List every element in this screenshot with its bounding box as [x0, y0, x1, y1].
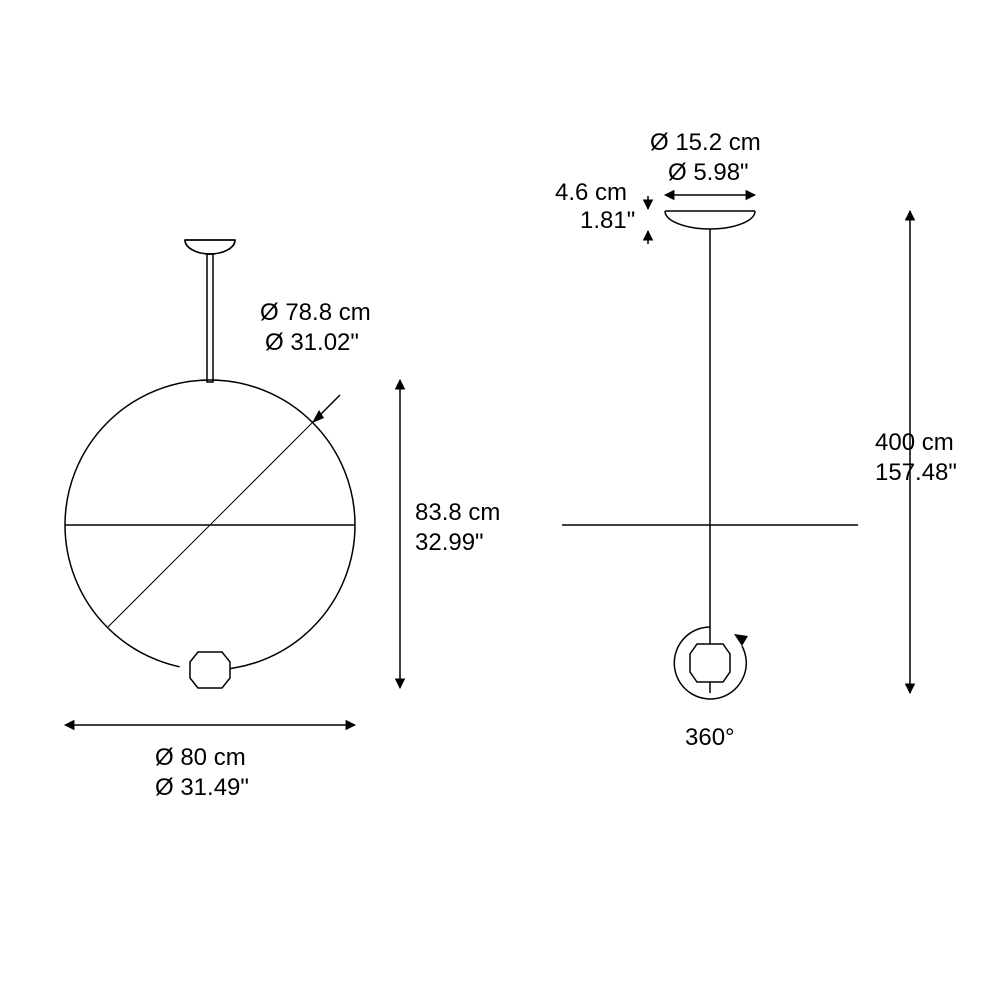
- label-rotation: 360°: [685, 724, 735, 751]
- label-inner-dia-in: Ø 31.02": [265, 329, 359, 356]
- label-cap-dia-cm: Ø 15.2 cm: [650, 129, 761, 156]
- label-total-h-in: 157.48": [875, 459, 957, 486]
- front-ceiling-cap: [185, 240, 235, 254]
- label-outer-dia-cm: Ø 80 cm: [155, 744, 246, 771]
- label-height-in: 32.99": [415, 529, 484, 556]
- label-inner-dia-cm: Ø 78.8 cm: [260, 299, 371, 326]
- side-lamp: [690, 644, 730, 682]
- label-total-h-cm: 400 cm: [875, 429, 954, 456]
- front-lamp-shape: [190, 652, 230, 688]
- side-view: Ø 15.2 cm Ø 5.98" 4.6 cm 1.81" 360° 400 …: [555, 129, 957, 751]
- label-cap-h-in: 1.81": [580, 207, 635, 234]
- label-cap-dia-in: Ø 5.98": [668, 159, 749, 186]
- label-outer-dia-in: Ø 31.49": [155, 774, 249, 801]
- label-cap-h-cm: 4.6 cm: [555, 179, 627, 206]
- front-stem: [207, 254, 213, 382]
- front-view: Ø 78.8 cm Ø 31.02" 83.8 cm 32.99" Ø 80 c…: [65, 240, 500, 801]
- label-height-cm: 83.8 cm: [415, 499, 500, 526]
- technical-drawing-svg: Ø 78.8 cm Ø 31.02" 83.8 cm 32.99" Ø 80 c…: [0, 0, 1000, 1000]
